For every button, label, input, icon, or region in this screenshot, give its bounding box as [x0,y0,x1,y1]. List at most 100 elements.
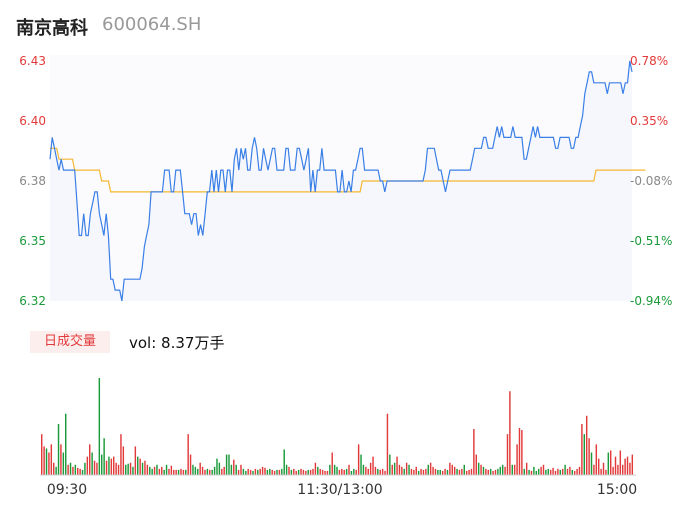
volume-bar [427,464,429,475]
volume-bar [501,464,504,475]
volume-bar [451,464,453,475]
volume-bar [223,466,225,475]
volume-bar [576,468,578,475]
volume-tab[interactable]: 日成交量 [30,331,110,353]
volume-bar [499,466,501,475]
volume-bar [305,470,307,475]
volume-bar [413,469,415,475]
volume-bar [312,468,314,475]
volume-bar [590,452,593,475]
volume-bar [396,456,398,475]
volume-bar [218,462,221,475]
volume-bar [345,468,348,475]
volume-bar [607,452,610,475]
volume-bar [547,468,550,475]
volume-bar [353,468,355,475]
volume-bar [293,468,295,475]
volume-bar [473,429,475,475]
volume-bar [533,466,535,475]
volume-bar [341,468,343,475]
volume-bar [564,464,566,475]
volume-bar [518,428,521,475]
volume-bar [605,469,607,475]
volume-bar [300,468,302,475]
volume-bar [549,469,552,475]
volume-bar [149,466,151,475]
volume-bar [283,449,285,475]
volume-bar [602,462,605,475]
volume-bar [180,468,182,475]
volume-bar [197,468,199,475]
volume-bar [559,469,562,475]
volume-bar [307,469,309,475]
volume-bar [137,456,139,475]
volume-bar [614,456,617,475]
volume-bar [60,444,62,475]
volume-bar [161,466,163,475]
volume-bar [542,464,545,475]
price-line [49,60,633,302]
volume-bar [393,462,396,475]
volume-bar [480,464,482,475]
volume-bar [110,458,113,475]
volume-bar [91,452,93,475]
volume-bar [545,469,547,475]
x-tick-label: 15:00 [597,482,637,498]
volume-bar [240,464,242,475]
volume-bar [509,391,511,475]
volume-bar [494,469,497,475]
volume-bar [288,466,290,475]
volume-bar [115,462,117,475]
volume-bar [583,434,586,475]
stock-name: 南京高科 [16,18,88,39]
volume-bar [504,466,506,475]
volume-bar [465,470,468,475]
volume-bar [139,458,141,475]
volume-bar [357,444,360,475]
volume-bar [492,470,494,475]
volume-bar [144,460,146,475]
volume-bar [369,462,372,475]
volume-bar [569,466,571,475]
x-tick-label: 09:30 [47,482,87,498]
volume-bar [254,468,257,475]
y-tick-label-right: 0.35% [630,114,668,128]
volume-bar [72,466,74,475]
volume-bar [65,413,67,475]
volume-bar [343,469,345,475]
volume-bar [57,423,60,475]
volume-bar [221,468,223,475]
volume-bar [235,464,237,475]
volume-bar [257,469,259,475]
volume-bar [158,468,161,475]
volume-bar [309,469,312,475]
volume-bar [153,466,156,475]
volume-bar [314,462,317,475]
volume-bar [89,444,91,475]
volume-bar [528,469,530,475]
volume-bar [581,423,583,475]
volume-bar [103,438,105,475]
volume-bar [209,469,211,475]
volume-bar [432,466,434,475]
volume-bar [266,469,269,475]
volume-bar [187,434,189,475]
volume-bar [249,469,252,475]
volume-summary: vol: 8.37万手 [129,334,225,352]
volume-bar [278,469,281,475]
volume-bar [477,462,480,475]
volume-bar [295,470,297,475]
volume-bar [389,454,391,475]
volume-bar [355,469,357,475]
volume-bar [324,470,326,475]
volume-bar [264,467,266,475]
volume-bar [456,468,458,475]
volume-bar [540,466,542,475]
volume-bar [127,463,129,475]
volume-bar [350,470,353,475]
volume-bar [506,434,509,475]
volume-bar [252,470,254,475]
volume-bar [360,454,362,475]
volume-bar [629,462,631,475]
volume-bar [439,469,441,475]
